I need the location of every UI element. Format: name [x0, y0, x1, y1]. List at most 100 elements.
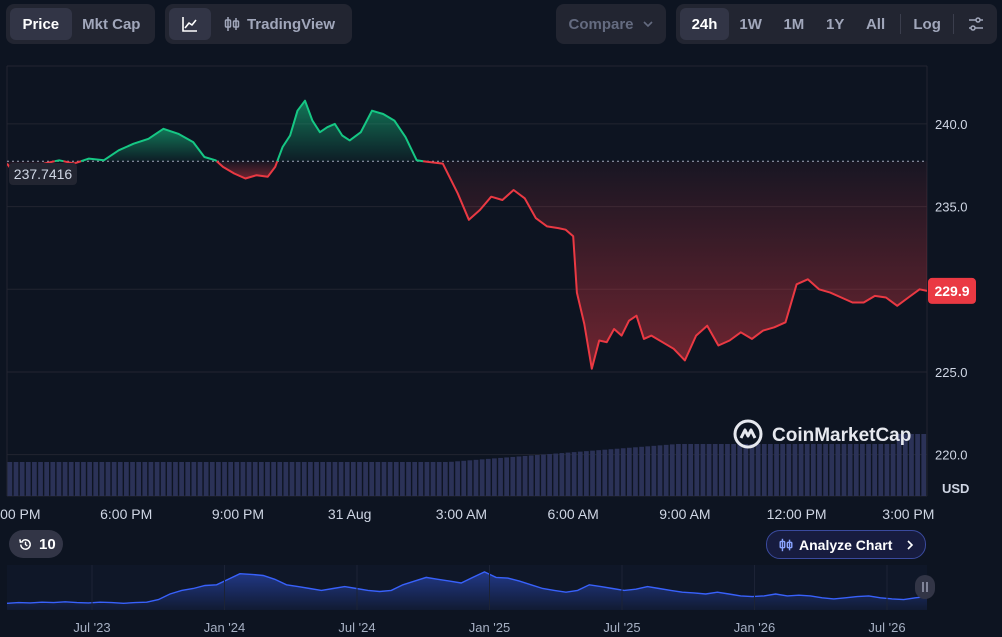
volume-bar: [277, 462, 283, 496]
tradingview-button[interactable]: TradingView: [211, 8, 347, 40]
volume-bar: [375, 462, 381, 496]
volume-bar: [173, 462, 178, 496]
candlestick-icon: [779, 538, 793, 551]
y-tick-label: 225.0: [935, 365, 968, 380]
navigator-tick-label: Jan '25: [469, 620, 511, 635]
navigator-area: [7, 571, 927, 610]
range-1w-button[interactable]: 1W: [739, 15, 762, 33]
history-button[interactable]: 10: [9, 530, 63, 558]
volume-bar: [706, 444, 712, 496]
candlestick-icon: [224, 17, 240, 31]
volume-bar: [436, 462, 442, 496]
x-tick-label: 12:00 PM: [767, 506, 827, 522]
volume-bar: [761, 444, 767, 496]
volume-bar: [124, 462, 129, 496]
range-1y-button[interactable]: 1Y: [826, 15, 845, 33]
volume-bar: [197, 462, 203, 496]
volume-bar: [105, 462, 111, 496]
price-tab[interactable]: Price: [10, 8, 72, 40]
volume-bar: [74, 462, 80, 496]
log-scale-button[interactable]: Log: [913, 15, 941, 33]
volume-bar: [712, 444, 718, 496]
volume-bar: [154, 462, 160, 496]
volume-bar: [473, 459, 479, 496]
volume-bar: [308, 462, 313, 496]
volume-bar: [878, 444, 884, 496]
x-tick-label: 9:00 PM: [212, 506, 264, 522]
volume-bar: [584, 451, 589, 496]
range-all-button[interactable]: All: [865, 15, 886, 33]
volume-bar: [872, 444, 878, 496]
analyze-chart-button[interactable]: Analyze Chart: [766, 530, 926, 559]
volume-bar: [142, 462, 148, 496]
volume-bar: [853, 444, 859, 496]
line-chart-button[interactable]: [169, 8, 211, 40]
volume-bar: [111, 462, 117, 496]
range-24h-button[interactable]: 24h: [680, 8, 730, 40]
volume-bar: [516, 456, 522, 496]
analyze-chart-label: Analyze Chart: [799, 536, 893, 553]
volume-bar: [841, 444, 847, 496]
volume-bar: [541, 454, 546, 496]
current-price-label: 229.9: [934, 283, 969, 299]
volume-bar: [258, 462, 264, 496]
settings-button[interactable]: [958, 8, 993, 40]
range-1m-button[interactable]: 1M: [783, 15, 805, 33]
navigator-tick-label: Jul '26: [868, 620, 905, 635]
volume-bar: [252, 462, 258, 496]
volume-bar: [50, 462, 56, 496]
volume-bar: [485, 458, 491, 496]
x-tick-label: 3:00 PM: [0, 506, 41, 522]
volume-bar: [283, 462, 289, 496]
volume-bar: [265, 462, 270, 496]
navigator-tick-label: Jul '25: [603, 620, 640, 635]
volume-bar: [185, 462, 191, 496]
compare-dropdown[interactable]: Compare: [556, 4, 666, 44]
volume-bar: [479, 459, 485, 496]
volume-bar: [626, 447, 632, 496]
y-axis-unit-label: USD: [942, 481, 969, 496]
x-tick-label: 3:00 PM: [882, 506, 934, 522]
volume-bar: [780, 444, 786, 496]
volume-bar: [731, 444, 736, 496]
volume-bar: [921, 434, 927, 496]
volume-bar: [203, 462, 209, 496]
volume-bar: [117, 462, 123, 496]
volume-bar: [755, 444, 761, 496]
volume-bar: [357, 462, 362, 496]
volume-bar: [369, 462, 375, 496]
volume-bar: [166, 462, 172, 496]
volume-bar: [209, 462, 215, 496]
history-count: 10: [39, 535, 56, 553]
volume-bar: [528, 455, 534, 496]
volume-bar: [639, 446, 644, 496]
y-tick-label: 240.0: [935, 117, 968, 132]
price-line-down: [423, 160, 927, 370]
market-cap-tab[interactable]: Mkt Cap: [82, 15, 141, 33]
volume-bar: [663, 444, 669, 496]
volume-bar: [234, 462, 240, 496]
volume-bar: [387, 462, 393, 496]
volume-bar: [817, 444, 822, 496]
volume-bar: [393, 462, 399, 496]
volume-bar: [442, 462, 448, 496]
volume-bar: [449, 461, 454, 496]
volume-bar: [608, 449, 614, 496]
volume-bar: [68, 462, 74, 496]
volume-bar: [320, 462, 326, 496]
volume-bar: [326, 462, 332, 496]
volume-bar: [160, 462, 166, 496]
watermark-text: CoinMarketCap: [772, 425, 911, 446]
navigator-tick-label: Jan '24: [204, 620, 246, 635]
volume-bar: [418, 462, 424, 496]
chevron-right-icon: [907, 539, 914, 550]
volume-bar: [614, 448, 620, 496]
volume-bar: [99, 462, 105, 496]
navigator-handle[interactable]: [915, 575, 935, 599]
volume-bar: [645, 446, 651, 496]
volume-bar: [498, 457, 503, 496]
volume-bar: [804, 444, 810, 496]
volume-bar: [884, 444, 890, 496]
volume-bar: [216, 462, 221, 496]
